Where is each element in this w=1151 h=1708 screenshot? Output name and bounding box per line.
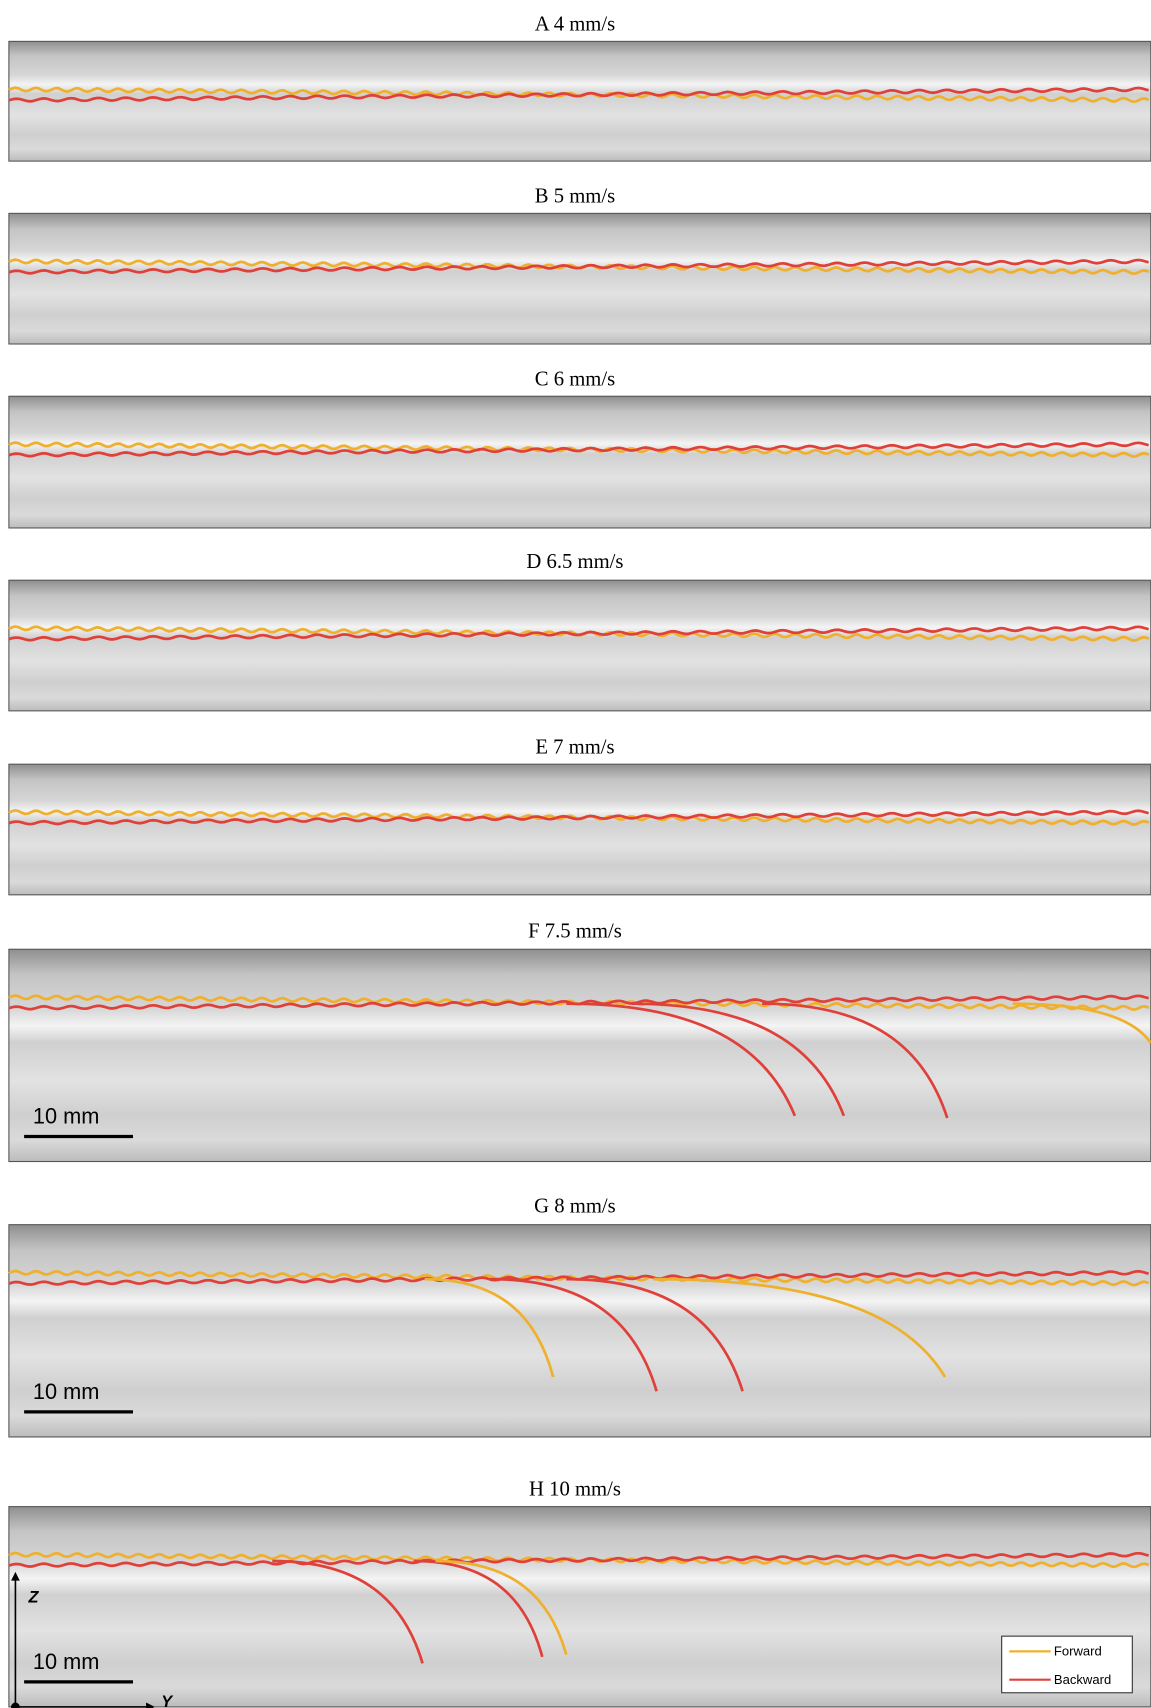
scale-label: 10 mm	[33, 1103, 100, 1128]
photo	[9, 1225, 1151, 1437]
z-label: Z	[27, 1588, 39, 1606]
photo	[9, 41, 1151, 161]
page: A 4 mm/s B 5 mm/s C 6 mm/s D 6.5 mm/s E 7 mm…	[0, 0, 1151, 1708]
photo	[9, 1507, 1151, 1707]
panel-title: F 7.5 mm/s	[528, 920, 622, 942]
panel: E 7 mm/s	[9, 736, 1151, 895]
panel: D 6.5 mm/s	[9, 551, 1151, 711]
scale-label: 10 mm	[33, 1379, 100, 1404]
legend: Forward Backward	[1002, 1636, 1133, 1693]
panel-title: C 6 mm/s	[535, 368, 615, 390]
photo	[9, 949, 1151, 1161]
figure: A 4 mm/s B 5 mm/s C 6 mm/s D 6.5 mm/s E 7 mm…	[0, 0, 1151, 1708]
panel-title: H 10 mm/s	[529, 1479, 621, 1501]
photo	[9, 580, 1151, 711]
photo	[9, 213, 1151, 344]
panel-title: E 7 mm/s	[535, 736, 614, 758]
panel: C 6 mm/s	[9, 368, 1151, 528]
panel-title: B 5 mm/s	[535, 185, 615, 207]
panel: G 8 mm/s 10 mm	[9, 1196, 1151, 1437]
scale-label: 10 mm	[33, 1649, 100, 1674]
legend-label: Forward	[1054, 1644, 1102, 1659]
photo	[9, 764, 1151, 895]
panel-title: A 4 mm/s	[535, 13, 615, 35]
panel-title: D 6.5 mm/s	[526, 551, 623, 573]
legend-label: Backward	[1054, 1672, 1111, 1687]
panel: F 7.5 mm/s 10 mm	[9, 920, 1151, 1161]
photo	[9, 396, 1151, 528]
panel: A 4 mm/s	[9, 13, 1151, 161]
panel: B 5 mm/s	[9, 185, 1151, 344]
panel-title: G 8 mm/s	[534, 1196, 616, 1218]
